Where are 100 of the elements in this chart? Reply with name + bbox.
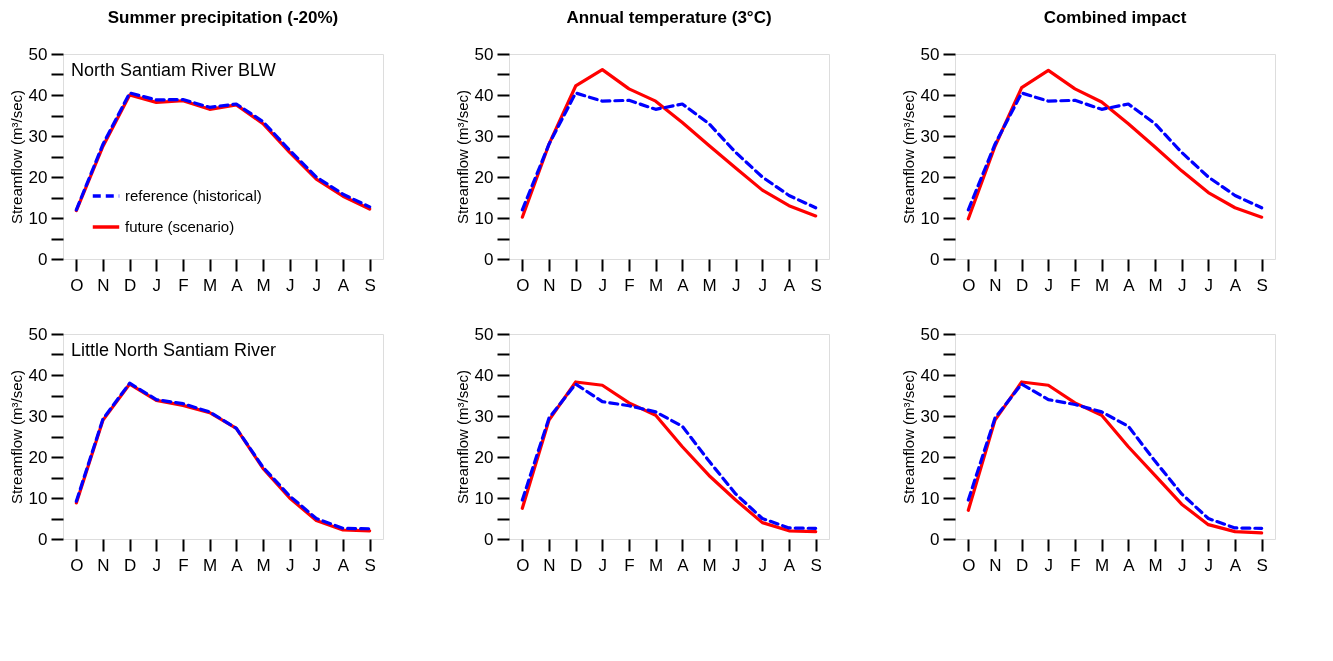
x-tick-label: A — [337, 275, 350, 295]
legend-label: reference (historical) — [125, 187, 262, 204]
x-tick-label: A — [231, 275, 244, 295]
x-tick-label: S — [364, 555, 376, 575]
x-tick-label: D — [570, 275, 583, 295]
x-tick-label: J — [312, 555, 322, 575]
x-tick-label: S — [810, 275, 822, 295]
y-tick-label: 30 — [474, 126, 494, 146]
x-tick-label: S — [364, 275, 376, 295]
x-tick-label: D — [1016, 275, 1029, 295]
x-tick-label: O — [70, 275, 84, 295]
x-tick-label: A — [1229, 555, 1242, 575]
x-tick-label: J — [285, 275, 295, 295]
x-tick-label: M — [203, 555, 218, 575]
x-tick-label: F — [1070, 275, 1081, 295]
annotation: Little North Santiam River — [71, 340, 277, 360]
x-tick-label: J — [758, 555, 768, 575]
y-tick-label: 50 — [920, 324, 940, 344]
x-tick-label: A — [231, 555, 244, 575]
x-tick-label: M — [1148, 275, 1163, 295]
y-tick-label: 40 — [474, 365, 494, 385]
x-tick-label: F — [178, 555, 189, 575]
x-tick-label: D — [124, 275, 137, 295]
x-tick-label: F — [624, 555, 635, 575]
x-tick-label: A — [677, 275, 690, 295]
y-tick-label: 0 — [484, 249, 494, 269]
y-tick-label: 30 — [28, 126, 48, 146]
x-tick-label: M — [256, 555, 271, 575]
y-tick-label: 10 — [474, 208, 494, 228]
y-tick-label: 50 — [474, 44, 494, 64]
x-tick-label: N — [543, 555, 556, 575]
x-tick-label: F — [1070, 555, 1081, 575]
annotation: North Santiam River BLW — [71, 60, 276, 80]
x-tick-label: J — [1204, 275, 1214, 295]
x-tick-label: J — [598, 555, 608, 575]
chart-title: Annual temperature (3°C) — [566, 8, 772, 27]
x-tick-label: M — [203, 275, 218, 295]
x-tick-label: M — [702, 555, 717, 575]
y-tick-label: 0 — [38, 249, 48, 269]
y-tick-label: 20 — [474, 167, 494, 187]
y-axis-title: Streamflow (m³/sec) — [899, 89, 917, 225]
x-tick-label: M — [649, 555, 664, 575]
x-tick-label: F — [624, 275, 635, 295]
y-tick-label: 50 — [474, 324, 494, 344]
y-axis-title: Streamflow (m³/sec) — [453, 369, 471, 505]
x-tick-label: D — [124, 555, 137, 575]
x-tick-label: J — [152, 275, 162, 295]
x-tick-label: J — [285, 555, 295, 575]
x-tick-label: M — [1148, 555, 1163, 575]
y-tick-label: 30 — [28, 406, 48, 426]
y-tick-label: 20 — [28, 447, 48, 467]
y-tick-label: 0 — [38, 529, 48, 549]
y-tick-label: 40 — [920, 85, 940, 105]
x-tick-label: J — [152, 555, 162, 575]
x-tick-label: J — [1044, 275, 1054, 295]
x-tick-label: N — [543, 275, 556, 295]
y-axis-title: Streamflow (m³/sec) — [7, 369, 25, 505]
y-tick-label: 50 — [28, 44, 48, 64]
chart-title: Summer precipitation (-20%) — [107, 8, 339, 27]
x-tick-label: J — [758, 275, 768, 295]
y-axis-title: Streamflow (m³/sec) — [899, 369, 917, 505]
y-tick-label: 10 — [920, 488, 940, 508]
y-tick-label: 20 — [920, 167, 940, 187]
x-tick-label: A — [677, 555, 690, 575]
x-tick-label: M — [256, 275, 271, 295]
x-tick-label: J — [731, 275, 741, 295]
y-tick-label: 10 — [920, 208, 940, 228]
x-tick-label: A — [1123, 275, 1136, 295]
x-tick-label: S — [810, 555, 822, 575]
x-tick-label: M — [649, 275, 664, 295]
x-tick-label: M — [1095, 275, 1110, 295]
x-tick-label: A — [337, 555, 350, 575]
y-tick-label: 50 — [28, 324, 48, 344]
x-tick-label: J — [312, 275, 322, 295]
y-tick-label: 30 — [920, 406, 940, 426]
y-tick-label: 20 — [920, 447, 940, 467]
y-axis-title: Streamflow (m³/sec) — [453, 89, 471, 225]
x-tick-label: O — [962, 555, 976, 575]
x-tick-label: A — [783, 555, 796, 575]
y-tick-label: 0 — [930, 529, 940, 549]
x-tick-label: F — [178, 275, 189, 295]
x-tick-label: D — [1016, 555, 1029, 575]
y-tick-label: 40 — [920, 365, 940, 385]
y-axis-title: Streamflow (m³/sec) — [7, 89, 25, 225]
y-tick-label: 10 — [28, 488, 48, 508]
y-tick-label: 10 — [474, 488, 494, 508]
x-tick-label: N — [97, 555, 110, 575]
x-tick-label: M — [1095, 555, 1110, 575]
x-tick-label: A — [1123, 555, 1136, 575]
y-tick-label: 10 — [28, 208, 48, 228]
y-tick-label: 50 — [920, 44, 940, 64]
x-tick-label: O — [962, 275, 976, 295]
y-tick-label: 20 — [28, 167, 48, 187]
x-tick-label: A — [783, 275, 796, 295]
x-tick-label: D — [570, 555, 583, 575]
x-tick-label: J — [731, 555, 741, 575]
x-tick-label: O — [516, 555, 530, 575]
y-tick-label: 0 — [484, 529, 494, 549]
y-tick-label: 40 — [28, 365, 48, 385]
x-tick-label: S — [1256, 275, 1268, 295]
